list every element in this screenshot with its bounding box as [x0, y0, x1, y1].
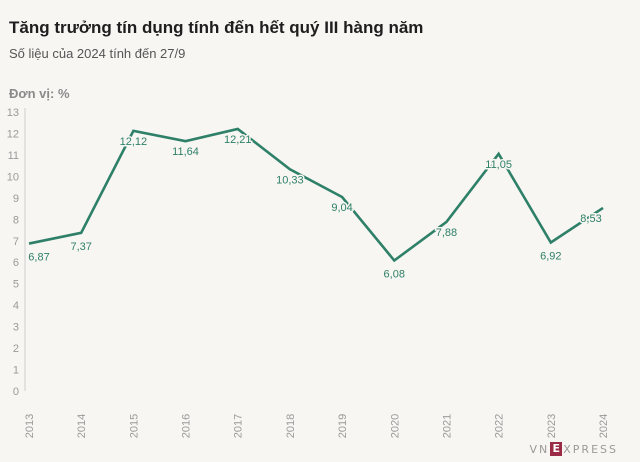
y-tick-label: 6	[13, 257, 19, 269]
data-label: 9,04	[331, 202, 352, 214]
y-tick-label: 11	[8, 150, 19, 162]
data-label: 6,87	[28, 252, 49, 264]
x-tick-label: 2015	[128, 414, 140, 438]
y-tick-label: 10	[7, 171, 19, 183]
series-line	[28, 127, 604, 263]
data-label: 12,12	[120, 136, 148, 148]
y-tick-label: 0	[13, 386, 19, 398]
data-label: 10,33	[276, 174, 304, 186]
y-tick-label: 5	[13, 279, 19, 291]
y-tick-label: 2	[13, 343, 19, 355]
x-tick-label: 2024	[598, 414, 610, 438]
x-tick-label: 2021	[441, 414, 453, 438]
unit-label: Đơn vị: %	[9, 86, 70, 101]
y-tick-label: 9	[13, 193, 19, 205]
y-tick-label: 3	[13, 322, 19, 334]
data-label: 6,92	[540, 250, 561, 262]
data-label: 11,64	[172, 146, 199, 158]
x-tick-label: 2013	[24, 414, 36, 438]
x-tick-label: 2023	[546, 414, 558, 438]
y-tick-label: 4	[13, 300, 19, 312]
data-label: 7,88	[436, 227, 457, 239]
y-tick-label: 7	[13, 236, 19, 248]
y-tick-label: 1	[13, 365, 19, 377]
x-tick-label: 2019	[337, 414, 349, 438]
data-label: 11,05	[485, 159, 512, 171]
logo-suffix: XPRESS	[563, 442, 618, 456]
vnexpress-logo: VN E XPRESS	[530, 442, 619, 456]
data-label: 12,21	[224, 134, 252, 146]
data-label: 6,08	[384, 269, 405, 281]
data-label: 8,53	[580, 213, 601, 225]
x-tick-label: 2018	[285, 414, 297, 438]
x-tick-label: 2016	[181, 414, 193, 438]
chart-title: Tăng trưởng tín dụng tính đến hết quý II…	[9, 18, 424, 37]
chart-subtitle: Số liệu của 2024 tính đến 27/9	[9, 46, 186, 61]
data-label: 7,37	[70, 241, 91, 253]
x-tick-label: 2020	[389, 414, 401, 438]
y-tick-label: 8	[13, 214, 19, 226]
x-tick-label: 2022	[494, 414, 506, 438]
logo-prefix: VN	[529, 442, 550, 456]
y-tick-label: 12	[7, 128, 19, 140]
x-tick-label: 2014	[76, 414, 88, 438]
logo-mark: E	[550, 442, 563, 456]
y-tick-label: 13	[7, 107, 19, 119]
x-tick-label: 2017	[233, 414, 245, 438]
